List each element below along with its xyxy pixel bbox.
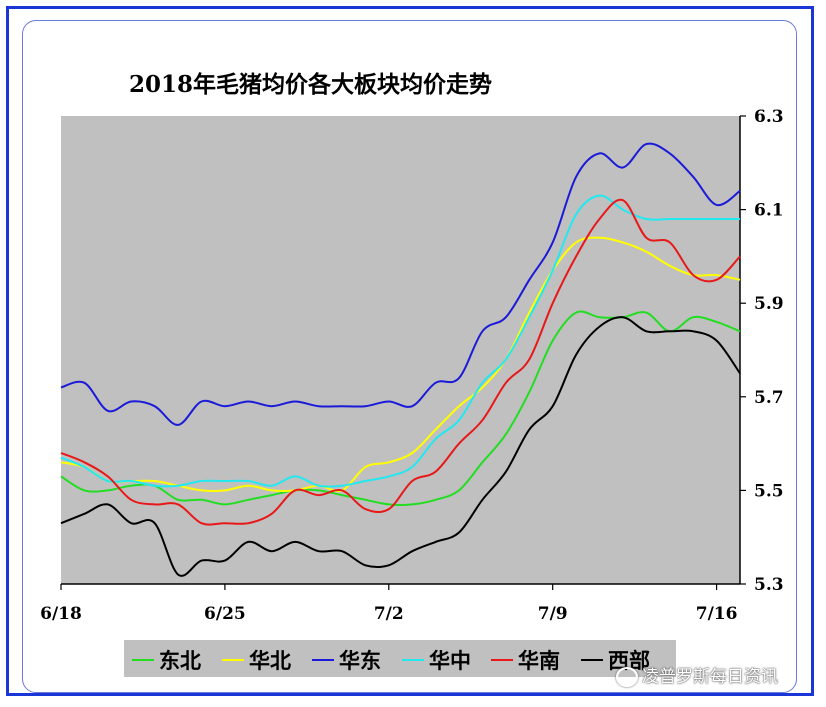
- y-tick-label: 5.3: [754, 575, 784, 595]
- series-lines: [60, 142, 741, 577]
- watermark: 凌普罗斯每日资讯: [616, 662, 778, 687]
- legend-label: 华南: [518, 649, 560, 673]
- x-tick-label: 7/16: [696, 604, 738, 624]
- watermark-text: 凌普罗斯每日资讯: [642, 667, 778, 687]
- series-line-2: [60, 142, 741, 426]
- y-tick-label: 5.9: [754, 294, 784, 314]
- chart-title: 2018年毛猪均价各大板块均价走势: [129, 71, 492, 98]
- x-tick-label: 7/2: [374, 604, 404, 624]
- y-tick-label: 5.5: [754, 481, 784, 501]
- x-tick-label: 6/25: [204, 604, 246, 624]
- legend-label: 华中: [429, 649, 471, 673]
- series-line-4: [60, 198, 741, 526]
- y-tick-label: 6.3: [754, 107, 784, 127]
- y-tick-label: 5.7: [754, 388, 784, 408]
- series-line-3: [60, 194, 740, 488]
- y-tick-label: 6.1: [754, 201, 784, 221]
- plot-area: [61, 116, 740, 584]
- chat-icon: [616, 667, 638, 687]
- axis-ticks: 6.3 6.1 5.9 5.7 5.5 5.3 6/18 6/25 7/2 7/9 7/16: [40, 107, 783, 624]
- x-tick-label: 6/18: [40, 604, 82, 624]
- legend-box: [124, 640, 676, 677]
- legend-label: 华北: [249, 649, 291, 673]
- legend-label: 华东: [339, 649, 381, 673]
- x-tick-label: 7/9: [538, 604, 568, 624]
- legend: 东北 华北 华东 华中 华南 西部: [132, 649, 650, 673]
- series-line-5: [60, 316, 741, 577]
- legend-label: 东北: [159, 649, 201, 673]
